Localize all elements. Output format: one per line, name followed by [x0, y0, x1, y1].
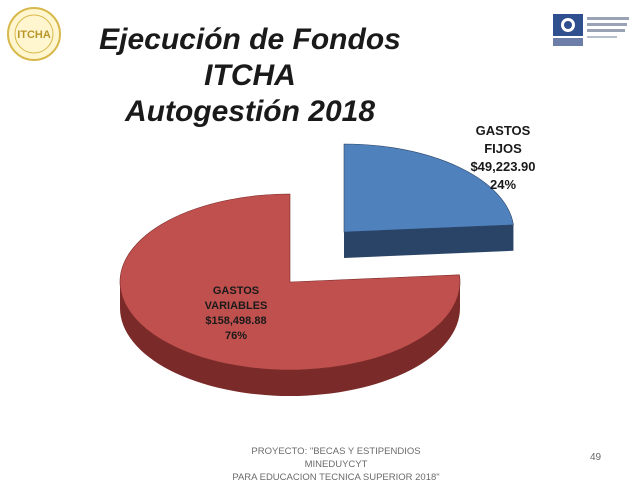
- itcha-logo: ITCHA: [7, 7, 61, 61]
- slide-title: Ejecución de Fondos ITCHA Autogestión 20…: [60, 22, 440, 130]
- title-line-2: Autogestión 2018: [124, 95, 376, 128]
- slice-label-gastos-fijos: GASTOS FIJOS $49,223.90 24%: [462, 122, 544, 194]
- footer-line-1: PROYECTO: "BECAS Y ESTIPENDIOS MINEDUYCY…: [251, 446, 421, 470]
- pie-slice-gastos-variables: [119, 193, 461, 371]
- slice-value-label: $158,498.88: [205, 315, 267, 327]
- pie-slice-cut-face-small: [344, 224, 514, 258]
- gobierno-logo: [553, 14, 629, 46]
- slice-label-line2: FIJOS: [484, 141, 522, 156]
- slice-label-line1: GASTOS: [475, 123, 531, 138]
- slice-label-line1: GASTOS: [212, 285, 260, 297]
- slide-footer: PROYECTO: "BECAS Y ESTIPENDIOS MINEDUYCY…: [222, 445, 450, 484]
- page-number: 49: [590, 452, 602, 463]
- pie-slice-gastos-fijos: [343, 143, 514, 233]
- slice-label-gastos-variables: GASTOS VARIABLES $158,498.88 76%: [194, 284, 278, 344]
- pie-slice-side-1: [120, 282, 460, 396]
- slice-label-line2: VARIABLES: [204, 300, 268, 312]
- slice-percent-label: 24%: [489, 177, 517, 192]
- footer-line-2: PARA EDUCACION TECNICA SUPERIOR 2018": [232, 472, 440, 483]
- slice-percent-label: 76%: [224, 330, 248, 342]
- title-line-1: Ejecución de Fondos ITCHA: [99, 23, 401, 92]
- slice-value-label: $49,223.90: [470, 159, 536, 174]
- itcha-logo-text: ITCHA: [17, 29, 51, 41]
